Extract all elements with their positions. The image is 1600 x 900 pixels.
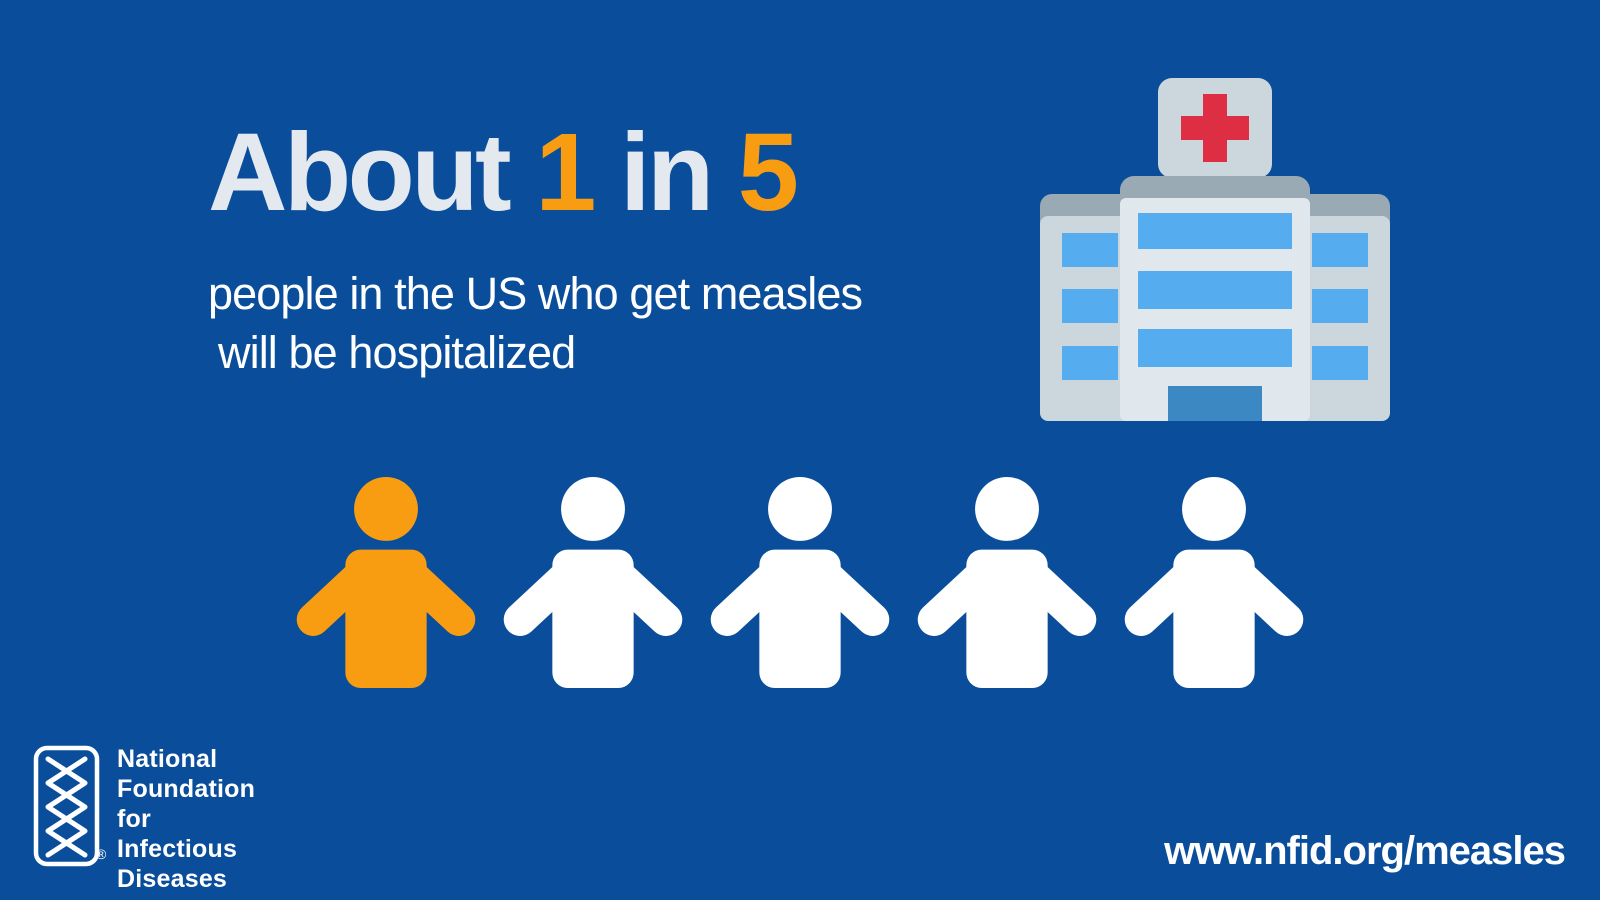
logo-text-line-2: Foundation for: [117, 775, 256, 833]
person-icon: [296, 477, 476, 688]
subtitle-line-1: people in the US who get measles: [208, 268, 863, 319]
headline-text-about: About: [208, 111, 536, 234]
logo-text-line-4: Diseases: [117, 865, 228, 893]
people-row: [289, 477, 1311, 688]
logo-text-line-1: National: [117, 745, 218, 773]
headline-number-one: 1: [535, 111, 596, 234]
website-url: www.nfid.org/measles: [1164, 829, 1566, 873]
headline: About 1 in 5: [208, 118, 799, 228]
person-icon: [917, 477, 1097, 688]
subtitle: people in the US who get measles will be…: [208, 264, 863, 382]
dna-helix-icon: [33, 745, 100, 867]
subtitle-line-2: will be hospitalized: [218, 327, 576, 378]
logo-text: National Foundation for Infectious Disea…: [117, 744, 255, 894]
person-icon: [503, 477, 683, 688]
person-icon: [1124, 477, 1304, 688]
logo-text-line-3: Infectious: [117, 835, 238, 863]
registered-trademark: ®: [96, 846, 107, 862]
headline-number-five: 5: [737, 111, 799, 234]
headline-text-in: in: [592, 111, 738, 234]
hospital-icon: [1040, 78, 1390, 421]
person-icon: [710, 477, 890, 688]
